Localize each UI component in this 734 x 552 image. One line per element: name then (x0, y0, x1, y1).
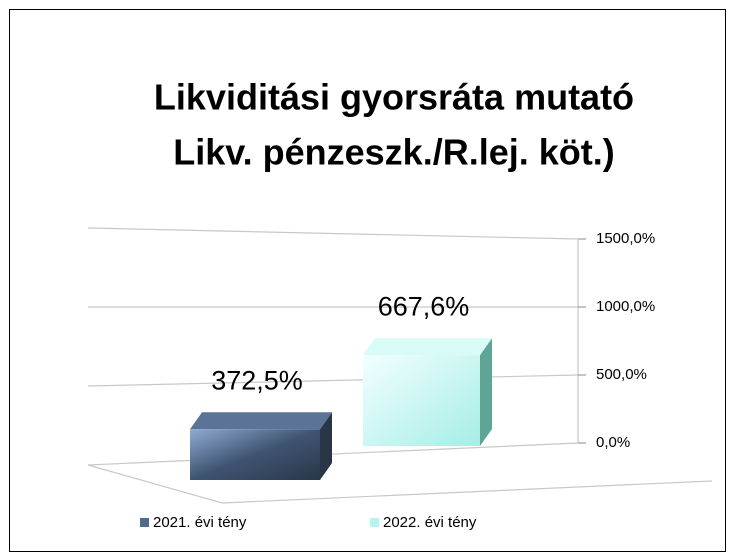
y-tick-label: 500,0% (596, 366, 647, 383)
y-tick-label: 1500,0% (596, 230, 655, 247)
y-tick-label: 1000,0% (596, 298, 655, 315)
floor (87, 240, 713, 504)
value-label: 667,6% (378, 291, 470, 321)
bar-front (190, 429, 320, 480)
value-label: 372,5% (211, 365, 303, 395)
bar-front (363, 355, 480, 446)
grid-line (87, 442, 579, 466)
bar (190, 412, 332, 480)
bar-top (363, 338, 492, 356)
grid-line (87, 227, 579, 240)
chart-title: Likviditási gyorsráta mutató (154, 77, 634, 118)
chart-title: Likv. pénzeszk./R.lej. köt.) (173, 132, 614, 173)
legend-label: 2021. évi tény (153, 514, 247, 531)
bar-side (320, 412, 332, 480)
bar-top (190, 412, 332, 430)
legend-label: 2022. évi tény (383, 514, 477, 531)
chart-border (9, 9, 726, 552)
grid-line (87, 374, 579, 387)
bar (363, 338, 492, 446)
bar-side (480, 338, 492, 446)
legend-swatch (370, 518, 379, 527)
legend-swatch (140, 518, 149, 527)
y-tick-label: 0,0% (596, 434, 630, 451)
